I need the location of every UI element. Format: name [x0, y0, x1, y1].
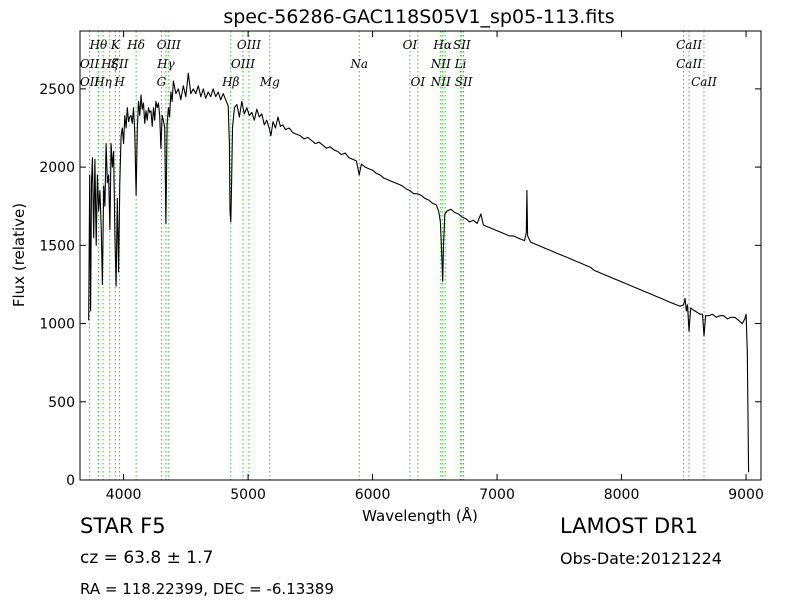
- y-axis-ticks: 0 500 1000 1500 2000 2500: [39, 82, 761, 489]
- redshift-value: cz = 63.8 ± 1.7: [80, 548, 214, 568]
- spectral-line-label: SII: [453, 38, 471, 52]
- spectral-line-label: Mg: [259, 75, 280, 89]
- spectral-line-label: OIII: [231, 57, 255, 71]
- chart-title: spec-56286-GAC118S05V1_sp05-113.fits: [223, 6, 615, 28]
- spectral-line-label: Hβ: [221, 75, 239, 89]
- y-tick-label: 1000: [39, 317, 75, 333]
- plot-frame: [79, 30, 762, 481]
- x-tick-label: 8000: [604, 487, 640, 503]
- spectral-line-label: Hγ: [156, 57, 175, 71]
- spectral-line-label: OI: [411, 75, 426, 89]
- spectral-line-label: Hη: [93, 75, 112, 89]
- survey-name: LAMOST DR1: [560, 514, 699, 538]
- object-class: STAR F5: [80, 514, 166, 538]
- x-tick-label: 6000: [355, 487, 391, 503]
- spectral-line-label: OII: [80, 57, 100, 71]
- spectral-line-label: Li: [454, 57, 467, 71]
- y-tick-label: 1500: [39, 238, 75, 254]
- x-tick-label: 7000: [479, 487, 515, 503]
- spectral-line-label: NII: [430, 57, 451, 71]
- spectral-line-label: H: [113, 75, 125, 89]
- spectral-line-label: SII: [455, 75, 473, 89]
- y-tick-label: 0: [66, 473, 75, 489]
- spectral-line-label: Na: [349, 57, 368, 71]
- spectral-line-markers: [89, 31, 705, 480]
- spectral-line-label: OIII: [157, 38, 181, 52]
- observation-date: Obs-Date:20121224: [560, 549, 722, 568]
- spectral-line-labels: OII OII Hθ Hη Hζ K SII H Hδ G Hγ OIII Hβ OIII OIII Mg Na…: [80, 38, 717, 89]
- spectral-line-label: K: [110, 38, 121, 52]
- y-axis-label: Flux (relative): [10, 203, 28, 307]
- x-tick-label: 5000: [230, 487, 266, 503]
- y-tick-label: 2500: [39, 82, 75, 98]
- spectral-line-label: G: [157, 75, 167, 89]
- spectral-line-label: CaII: [676, 38, 702, 52]
- sky-coordinates: RA = 118.22399, DEC = -6.13389: [80, 580, 334, 598]
- x-tick-label: 4000: [106, 487, 142, 503]
- x-axis-ticks: 4000 5000 6000 7000 8000 9000: [106, 31, 764, 503]
- y-tick-label: 500: [48, 395, 75, 411]
- spectrum-line: [88, 72, 750, 473]
- spectral-line-label: Hθ: [89, 38, 108, 52]
- spectral-line-label: CaII: [676, 57, 702, 71]
- spectral-line-label: Hζ: [100, 57, 119, 71]
- spectral-line-label: OII: [80, 75, 100, 89]
- spectral-line-label: Hδ: [126, 38, 145, 52]
- spectral-line-label: OI: [403, 38, 418, 52]
- spectral-line-label: SII: [111, 57, 129, 71]
- y-tick-label: 2000: [39, 160, 75, 176]
- x-tick-label: 9000: [728, 487, 764, 503]
- spectral-line-label: CaII: [691, 75, 717, 89]
- spectral-line-label: NII: [430, 75, 451, 89]
- spectral-line-label: Hα: [432, 38, 452, 52]
- x-axis-label: Wavelength (Å): [362, 506, 478, 525]
- spectral-line-label: OIII: [237, 38, 261, 52]
